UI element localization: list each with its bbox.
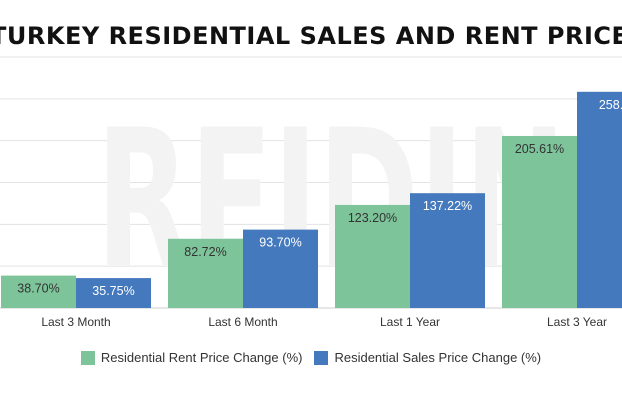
x-tick-label: Last 3 Year — [547, 315, 607, 329]
watermark-text: REIDIN — [96, 89, 566, 310]
data-label-rent: 38.70% — [17, 282, 59, 296]
bar-chart: REIDIN 38.70% 35.75% 82.72% 93.70% 123.20% 13… — [0, 56, 622, 329]
legend: Residential Rent Price Change (%) Reside… — [0, 350, 622, 365]
bars — [1, 91, 622, 309]
x-tick-labels: Last 3 Month Last 6 Month Last 1 Year Last … — [41, 315, 607, 329]
legend-item-sales[interactable]: Residential Sales Price Change (%) — [314, 350, 541, 365]
legend-swatch-rent — [80, 350, 95, 365]
legend-item-rent[interactable]: Residential Rent Price Change (%) — [80, 350, 303, 365]
legend-label-sales: Residential Sales Price Change (%) — [334, 350, 542, 365]
data-label-sales: 137.22% — [423, 199, 472, 213]
data-label-sales: 35.75% — [92, 284, 134, 298]
bar-sales[interactable] — [76, 278, 151, 308]
bar-rent[interactable] — [335, 204, 410, 308]
data-label-rent: 82.72% — [184, 245, 226, 259]
bar-rent[interactable] — [168, 238, 243, 308]
bar-sales[interactable] — [577, 91, 622, 309]
data-label-rent: 205.61% — [515, 142, 564, 156]
bar-rent[interactable] — [502, 135, 577, 308]
bar-sales[interactable] — [243, 229, 318, 308]
data-label-sales: 258.4 — [599, 98, 622, 112]
legend-label-rent: Residential Rent Price Change (%) — [100, 350, 303, 365]
x-tick-label: Last 3 Month — [41, 315, 110, 329]
data-label-sales: 93.70% — [259, 236, 301, 250]
data-label-rent: 123.20% — [348, 211, 397, 225]
legend-swatch-sales — [314, 350, 329, 365]
chart-title: TURKEY RESIDENTIAL SALES AND RENT PRICE … — [0, 22, 622, 50]
data-labels: 38.70% 35.75% 82.72% 93.70% 123.20% 137.22% 20… — [17, 98, 622, 298]
bar-sales[interactable] — [410, 193, 485, 308]
x-tick-label: Last 1 Year — [380, 315, 440, 329]
x-tick-label: Last 6 Month — [208, 315, 277, 329]
bar-rent[interactable] — [1, 275, 76, 308]
